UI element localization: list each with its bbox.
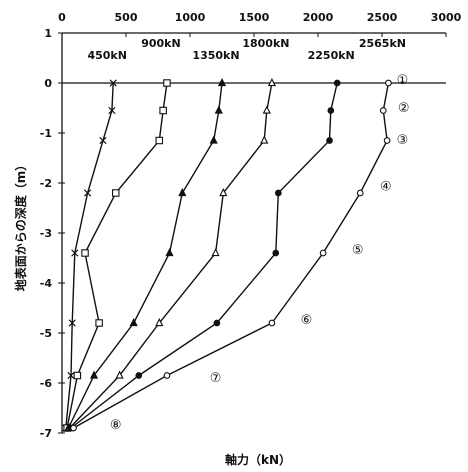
y-axis-title: 地表面からの深度（m） xyxy=(13,159,28,292)
point-5-4 xyxy=(319,249,327,257)
point-2-6 xyxy=(89,370,99,379)
point-1-2 xyxy=(155,136,164,145)
point-5-2 xyxy=(383,137,391,144)
point-4-5 xyxy=(213,319,221,327)
point-0-1-b xyxy=(108,106,116,115)
point-4-4 xyxy=(272,249,280,257)
series-label-3: 1800kN xyxy=(242,37,289,50)
y-tick-label-3: -2 xyxy=(40,177,52,190)
series-0 xyxy=(62,79,117,432)
x-tick-label-1: 500 xyxy=(115,11,138,24)
point-2-3 xyxy=(178,187,187,197)
series-label-5: 2565kN xyxy=(359,37,406,50)
axes-layer xyxy=(58,32,447,434)
point-2-5 xyxy=(129,317,138,327)
x-tick-label-3: 1500 xyxy=(239,11,270,24)
point-0-6 xyxy=(67,371,75,380)
series-label-2: 1350kN xyxy=(192,49,239,62)
point-2-2 xyxy=(209,135,218,144)
point-3-4 xyxy=(211,247,220,257)
annotation-5: ⑥ xyxy=(301,313,313,328)
point-0-4 xyxy=(71,249,79,257)
point-1-3 xyxy=(112,189,120,197)
x-axis-title: 軸力（kN） xyxy=(225,452,291,467)
y-tick-label-7: -6 xyxy=(40,377,53,390)
point-0-0 xyxy=(109,79,117,87)
point-3-5 xyxy=(155,317,164,327)
series-2 xyxy=(64,77,227,432)
annotation-4: ⑤ xyxy=(352,243,364,258)
point-2-4 xyxy=(165,247,174,257)
point-4-2 xyxy=(326,137,333,144)
point-3-6 xyxy=(115,370,124,379)
point-0-5-b xyxy=(68,319,76,327)
series-line-4 xyxy=(70,82,338,429)
point-1-0 xyxy=(163,79,171,87)
x-tick-label-6: 3000 xyxy=(431,11,462,24)
point-2-1 xyxy=(214,105,223,114)
labels-layer: 0 500 1000 1500 2000 2500 300010-1-2-3-4-5-6-7… xyxy=(40,11,462,440)
y-tick-label-8: -7 xyxy=(40,427,52,440)
series-line-1 xyxy=(66,82,168,429)
x-tick-label-0: 0 xyxy=(58,11,66,24)
series-1 xyxy=(63,79,171,432)
point-0-6-b xyxy=(67,371,75,380)
point-5-1 xyxy=(379,107,387,114)
point-1-1 xyxy=(159,106,167,115)
point-5-7 xyxy=(70,424,77,432)
annotation-2: ③ xyxy=(397,133,409,148)
series-label-4: 2250kN xyxy=(308,49,355,62)
point-5-0 xyxy=(385,79,392,87)
y-tick-label-5: -4 xyxy=(40,277,53,290)
point-0-2 xyxy=(99,136,107,145)
x-tick-label-4: 2000 xyxy=(303,11,334,24)
point-0-2-b xyxy=(99,136,107,145)
series-label-0: 450kN xyxy=(87,49,126,62)
series-line-5 xyxy=(73,82,390,429)
annotation-1: ② xyxy=(398,101,410,116)
series-4 xyxy=(67,79,341,432)
y-tick-label-2: -1 xyxy=(40,127,52,140)
series-line-2 xyxy=(67,82,223,429)
point-4-3 xyxy=(274,189,282,197)
y-tick-label-4: -3 xyxy=(40,227,52,240)
point-2-0 xyxy=(217,77,227,87)
point-4-0 xyxy=(333,79,341,87)
point-5-5 xyxy=(268,319,276,327)
point-5-6 xyxy=(163,372,171,379)
series-line-3 xyxy=(69,82,273,429)
point-1-4 xyxy=(81,249,89,257)
x-tick-label-5: 2500 xyxy=(367,11,398,24)
point-0-3-b xyxy=(84,189,92,197)
annotation-3: ④ xyxy=(380,180,392,195)
y-tick-label-0: 1 xyxy=(44,27,52,40)
point-0-0-b xyxy=(109,79,117,87)
annotation-0: ① xyxy=(397,73,409,88)
x-tick-label-2: 1000 xyxy=(175,11,206,24)
point-5-3 xyxy=(356,189,364,197)
series-5 xyxy=(70,79,392,432)
point-1-6 xyxy=(73,371,82,380)
series-label-1: 900kN xyxy=(141,37,180,50)
point-3-1 xyxy=(262,105,271,114)
point-3-0 xyxy=(267,77,277,87)
point-3-3 xyxy=(219,187,228,197)
point-1-5 xyxy=(95,319,103,327)
point-3-2 xyxy=(260,135,269,144)
annotation-6: ⑦ xyxy=(210,371,222,386)
y-tick-label-1: 0 xyxy=(44,77,52,90)
point-0-1 xyxy=(108,106,116,115)
point-0-3 xyxy=(84,189,92,197)
series-layer xyxy=(62,77,392,432)
point-0-5 xyxy=(68,319,76,327)
series-line-0 xyxy=(65,82,114,429)
point-0-4-b xyxy=(71,249,79,257)
point-4-6 xyxy=(135,372,143,379)
point-4-1 xyxy=(327,107,335,114)
annotation-7: ⑧ xyxy=(110,418,122,433)
y-tick-label-6: -5 xyxy=(40,327,52,340)
